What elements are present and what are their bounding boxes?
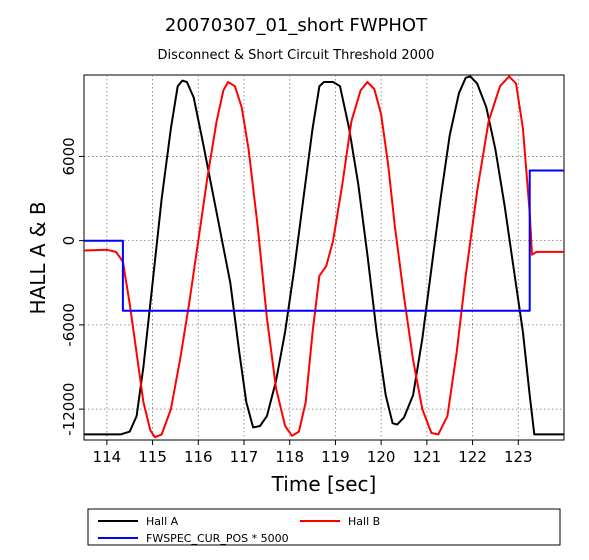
x-tick-label: 116 [184, 448, 213, 466]
y-tick-label: 0 [60, 236, 78, 246]
x-tick-label: 115 [138, 448, 167, 466]
plot-frame [83, 74, 565, 441]
x-tick-label: 114 [93, 448, 122, 466]
y-tick-label: -6000 [60, 303, 78, 347]
x-tick-label: 120 [367, 448, 396, 466]
x-tick-label: 119 [321, 448, 350, 466]
series-line-1 [83, 75, 564, 439]
chart-subtitle: Disconnect & Short Circuit Threshold 200… [158, 48, 435, 63]
series-line-2 [84, 169, 564, 312]
series-lines [83, 75, 564, 439]
x-tick-label: 118 [275, 448, 304, 466]
x-axis-label: Time [sec] [271, 472, 377, 496]
y-tick-label: 6000 [60, 137, 78, 175]
y-tick-label: -12000 [60, 383, 78, 436]
legend-label-2: FWSPEC_CUR_POS * 5000 [146, 532, 289, 545]
x-tick-label: 121 [413, 448, 442, 466]
x-tick-label: 123 [504, 448, 533, 466]
x-tick-label: 122 [458, 448, 487, 466]
axis-ticks: 114 115 116 117 118 119 120 121 122 123 -12000 -600… [60, 137, 533, 466]
y-axis-label: HALL A & B [26, 201, 50, 314]
legend: Hall A Hall B FWSPEC_CUR_POS * 5000 [98, 515, 380, 545]
legend-label-0: Hall A [146, 515, 179, 528]
legend-box [87, 508, 561, 546]
x-tick-label: 117 [230, 448, 259, 466]
chart-title: 20070307_01_short FWPHOT [165, 15, 428, 36]
series-line-0 [84, 75, 564, 436]
legend-label-1: Hall B [348, 515, 380, 528]
grid-lines [84, 75, 564, 440]
